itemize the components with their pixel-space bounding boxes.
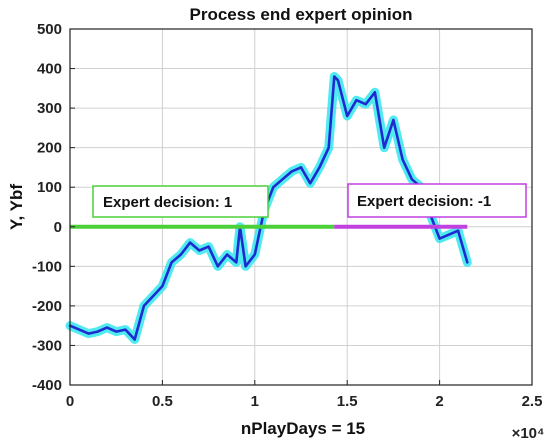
y-axis-ticks: -400 -300 -200 -100 0 100 200 300 400 500 bbox=[32, 21, 75, 394]
ybf-data-point bbox=[333, 75, 336, 78]
ybf-data-point bbox=[235, 261, 238, 264]
y-tick-label: 200 bbox=[37, 140, 62, 157]
ybf-data-point bbox=[364, 103, 367, 105]
ybf-data-point bbox=[346, 115, 349, 117]
ybf-data-point bbox=[170, 261, 173, 264]
ybf-data-point bbox=[189, 241, 191, 244]
ybf-data-point bbox=[281, 178, 284, 181]
y-tick-label: 400 bbox=[37, 61, 62, 78]
ybf-data-point bbox=[217, 265, 219, 268]
ybf-data-point bbox=[466, 261, 469, 264]
decision-label-negative: Expert decision: -1 bbox=[357, 193, 491, 210]
ybf-data-point bbox=[337, 79, 339, 82]
chart-title: Process end expert opinion bbox=[190, 5, 413, 24]
ybf-data-point bbox=[124, 328, 127, 331]
ybf-data-point bbox=[198, 249, 201, 252]
y-tick-label: -200 bbox=[32, 298, 62, 315]
ybf-data-point bbox=[392, 119, 395, 121]
ybf-data-point bbox=[290, 170, 293, 173]
y-tick-label: 500 bbox=[37, 21, 62, 38]
ybf-data-point bbox=[133, 338, 136, 341]
plot-frame bbox=[69, 28, 533, 386]
y-tick-label: 100 bbox=[37, 179, 62, 196]
ybf-data-point bbox=[143, 305, 145, 307]
x-tick-label: 2 bbox=[435, 393, 443, 410]
ybf-data-point bbox=[438, 237, 441, 240]
ybf-data-point bbox=[448, 233, 450, 236]
ybf-data-point bbox=[161, 285, 164, 287]
x-axis-ticks: 0 0.5 1 1.5 2 2.5 bbox=[66, 380, 543, 410]
ybf-data-point bbox=[411, 178, 413, 181]
y-tick-label: 0 bbox=[54, 219, 62, 236]
ybf-data-point bbox=[106, 326, 108, 329]
ybf-data-point bbox=[115, 330, 117, 333]
ybf-data-point bbox=[457, 229, 459, 232]
x-tick-label: 1.5 bbox=[337, 393, 358, 410]
ybf-data-point bbox=[96, 330, 99, 333]
ybf-data-point bbox=[272, 186, 275, 189]
x-tick-label: 0.5 bbox=[152, 393, 173, 410]
y-tick-label: -100 bbox=[32, 258, 62, 275]
x-axis-label: nPlayDays = 15 bbox=[241, 419, 365, 438]
ybf-data-point bbox=[152, 295, 154, 297]
ybf-data-point bbox=[374, 91, 376, 94]
x-tick-label: 2.5 bbox=[522, 393, 543, 410]
ybf-data-point bbox=[383, 146, 385, 149]
ybf-data-point bbox=[309, 182, 312, 185]
y-tick-label: -300 bbox=[32, 337, 62, 354]
y-axis-label: Y, Ybf bbox=[7, 184, 26, 230]
ybf-data-point bbox=[300, 166, 302, 169]
ybf-data-point bbox=[401, 158, 404, 161]
x-tick-label: 1 bbox=[251, 393, 259, 410]
x-exponent-label: ×10⁴ bbox=[512, 425, 545, 442]
ybf-data-point bbox=[327, 146, 330, 149]
ybf-data-point bbox=[355, 99, 358, 101]
decision-box-positive bbox=[92, 185, 269, 218]
ybf-data-point bbox=[226, 253, 228, 256]
y-tick-label: 300 bbox=[37, 100, 62, 117]
ybf-data-point bbox=[244, 265, 247, 268]
ybf-data-point bbox=[87, 332, 90, 335]
y-tick-label: -400 bbox=[32, 377, 62, 394]
ybf-data-point bbox=[254, 253, 256, 256]
decision-label-positive: Expert decision: 1 bbox=[103, 194, 232, 211]
ybf-data-point bbox=[180, 253, 182, 256]
x-tick-label: 0 bbox=[66, 393, 74, 410]
ybf-data-point bbox=[318, 166, 321, 169]
ybf-data-point bbox=[78, 328, 81, 331]
decision-box-negative bbox=[347, 183, 527, 218]
ybf-data-point bbox=[207, 245, 210, 248]
